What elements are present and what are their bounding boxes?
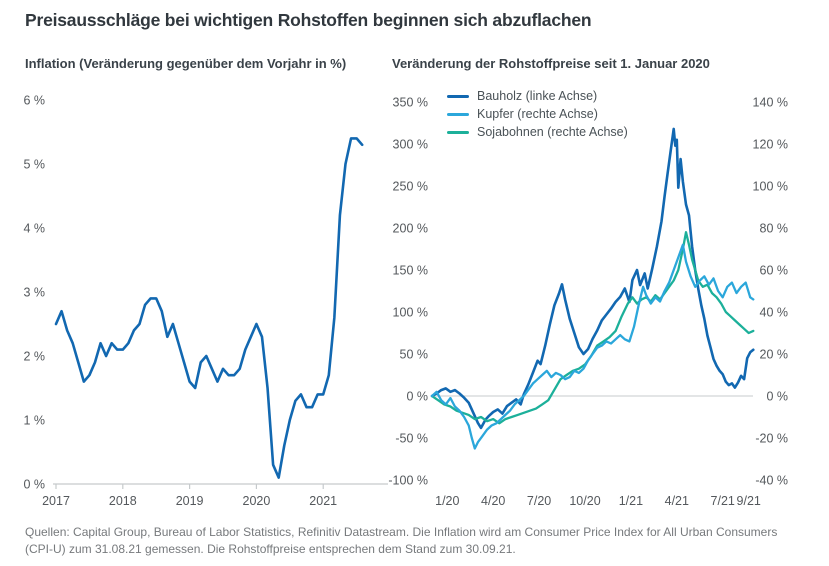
axis-tick-label: 5 % — [23, 158, 45, 172]
axis-tick-label: 4 % — [23, 222, 45, 236]
axis-tick-label: 0 % — [406, 390, 428, 404]
axis-tick-label: 100 % — [393, 306, 428, 320]
axis-tick-label: 0 % — [766, 390, 788, 404]
axis-tick-label: 9/21 — [737, 494, 761, 508]
axis-tick-label: 60 % — [760, 264, 789, 278]
axis-tick-label: 350 % — [393, 96, 428, 110]
axis-tick-label: 2018 — [109, 494, 137, 508]
axis-tick-label: 2017 — [42, 494, 70, 508]
axis-tick-label: 250 % — [393, 180, 428, 194]
axis-tick-label: 1/21 — [619, 494, 643, 508]
legend-label-sojabohnen: Sojabohnen (rechte Achse) — [477, 125, 628, 139]
inflation-chart-subtitle: Inflation (Veränderung gegenüber dem Vor… — [25, 56, 347, 71]
axis-tick-label: 20 % — [760, 348, 789, 362]
kupfer-line — [430, 243, 755, 450]
axis-tick-label: 150 % — [393, 264, 428, 278]
chart-legend: Bauholz (linke Achse) Kupfer (rechte Ach… — [447, 87, 628, 141]
axis-tick-label: 2019 — [176, 494, 204, 508]
axis-tick-label: -100 % — [388, 474, 428, 488]
bauholz-line — [430, 127, 755, 430]
axis-tick-label: 2020 — [243, 494, 271, 508]
axis-tick-label: 3 % — [23, 286, 45, 300]
axis-tick-label: 80 % — [760, 222, 789, 236]
axis-tick-label: 1 % — [23, 414, 45, 428]
axis-tick-label: 0 % — [23, 478, 45, 492]
axis-tick-label: 4/21 — [665, 494, 689, 508]
axis-tick-label: 300 % — [393, 138, 428, 152]
axis-tick-label: 40 % — [760, 306, 789, 320]
source-note: Quellen: Capital Group, Bureau of Labor … — [25, 525, 778, 557]
axis-tick-label: 100 % — [753, 180, 788, 194]
inflation-line — [54, 137, 364, 479]
legend-item-sojabohnen: Sojabohnen (rechte Achse) — [447, 123, 628, 141]
sojabohnen-line — [430, 231, 755, 425]
axis-tick-label: 7/21 — [711, 494, 735, 508]
axis-tick-label: 50 % — [400, 348, 429, 362]
kupfer-line-swatch-icon — [447, 112, 469, 116]
commodities-chart-subtitle: Veränderung der Rohstoffpreise seit 1. J… — [392, 56, 710, 71]
axis-tick-label: 7/20 — [527, 494, 551, 508]
axis-tick-label: -20 % — [755, 432, 788, 446]
sojabohnen-line-swatch-icon — [447, 130, 469, 134]
axis-tick-label: -50 % — [395, 432, 428, 446]
axis-tick-label: 4/20 — [481, 494, 505, 508]
axis-tick-label: -40 % — [755, 474, 788, 488]
axis-tick-label: 140 % — [753, 96, 788, 110]
axis-tick-label: 120 % — [753, 138, 788, 152]
legend-label-bauholz: Bauholz (linke Achse) — [477, 89, 598, 103]
axis-tick-label: 2 % — [23, 350, 45, 364]
axis-tick-label: 6 % — [23, 94, 45, 108]
axis-tick-label: 2021 — [309, 494, 337, 508]
bauholz-line-swatch-icon — [447, 94, 469, 98]
legend-label-kupfer: Kupfer (rechte Achse) — [477, 107, 598, 121]
legend-item-bauholz: Bauholz (linke Achse) — [447, 87, 628, 105]
axis-tick-label: 1/20 — [435, 494, 459, 508]
axis-tick-label: 10/20 — [569, 494, 600, 508]
axis-tick-label: 200 % — [393, 222, 428, 236]
legend-item-kupfer: Kupfer (rechte Achse) — [447, 105, 628, 123]
figure-title: Preisausschläge bei wichtigen Rohstoffen… — [25, 10, 592, 30]
